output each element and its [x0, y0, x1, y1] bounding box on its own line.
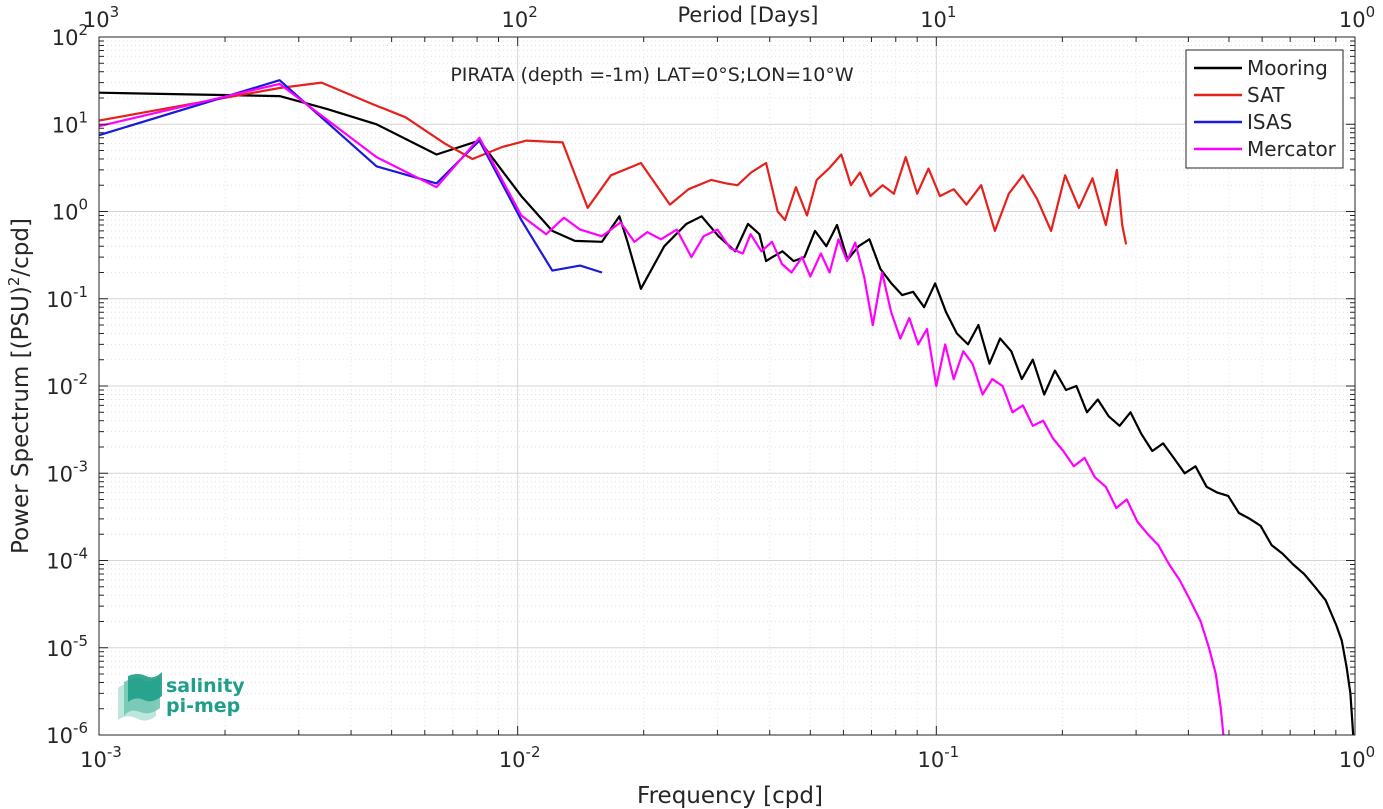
top-axis-label: Period [Days] — [678, 3, 819, 27]
top-tick-label: 101 — [920, 3, 956, 32]
top-tick-label-base: 10 — [83, 8, 110, 32]
logo-text-salinity: salinity — [166, 675, 245, 697]
top-tick-label-base: 10 — [1339, 8, 1366, 32]
x-tick-label-base: 10 — [1339, 748, 1366, 772]
legend-label-isas: ISAS — [1247, 110, 1292, 134]
x-tick-label-base: 10 — [917, 748, 944, 772]
legend-label-mercator: Mercator — [1247, 137, 1337, 161]
top-tick-label-base: 10 — [920, 8, 947, 32]
y-axis-label-sup: 2 — [5, 277, 23, 287]
y-tick-label-base: 10 — [46, 375, 73, 399]
x-axis-label: Frequency [cpd] — [637, 783, 823, 809]
x-tick-label: 10-2 — [499, 743, 541, 772]
top-tick-label-exp: 1 — [947, 3, 957, 21]
y-tick-label-base: 10 — [46, 462, 73, 486]
top-tick-label-exp: 0 — [1366, 3, 1376, 21]
x-tick-label-exp: -3 — [107, 743, 122, 761]
top-tick-labels: 103 102 101 100 — [83, 3, 1375, 32]
y-tick-label: 101 — [52, 108, 88, 137]
y-tick-label-exp: -5 — [73, 632, 88, 650]
y-axis-label-tail: /cpd] — [8, 218, 34, 277]
x-tick-label-exp: -2 — [526, 743, 541, 761]
y-tick-label-base: 10 — [52, 201, 79, 225]
top-tick-label: 102 — [502, 3, 538, 32]
y-tick-label: 100 — [52, 196, 88, 225]
y-tick-label-base: 10 — [52, 26, 79, 50]
x-tick-label: 10-3 — [80, 743, 122, 772]
legend-items: Mooring SAT ISAS Mercator — [1194, 56, 1337, 161]
legend: Mooring SAT ISAS Mercator — [1185, 49, 1344, 169]
y-tick-label-exp: -3 — [73, 457, 88, 475]
logo-text-pi-mep: pi-mep — [166, 695, 240, 717]
series-line-mooring — [98, 91, 1355, 736]
top-tick-label-base: 10 — [502, 8, 529, 32]
y-tick-label-exp: -1 — [73, 283, 88, 301]
y-tick-label: 10-1 — [46, 283, 88, 312]
y-tick-label: 10-5 — [46, 632, 88, 661]
y-tick-label-exp: 1 — [78, 108, 88, 126]
chart-title: PIRATA (depth =-1m) LAT=0°S;LON=10°W — [450, 64, 854, 86]
series-layer — [98, 79, 1355, 736]
top-tick-label-exp: 2 — [528, 3, 538, 21]
logo-wave-icon — [118, 672, 162, 721]
y-tick-label-base: 10 — [52, 113, 79, 137]
legend-label-sat: SAT — [1247, 83, 1285, 107]
salinity-pi-mep-logo: salinity pi-mep — [118, 672, 245, 721]
y-tick-label-exp: -2 — [73, 370, 88, 388]
y-tick-label: 10-6 — [46, 719, 88, 748]
y-axis-label-main: Power Spectrum [(PSU) — [8, 286, 34, 554]
y-tick-label: 10-4 — [46, 545, 88, 574]
y-tick-label-exp: 2 — [78, 21, 88, 39]
series-line-sat — [98, 81, 1128, 245]
top-tick-label: 100 — [1339, 3, 1375, 32]
top-tick-label: 103 — [83, 3, 119, 32]
x-tick-label-exp: -1 — [944, 743, 959, 761]
y-tick-label-exp: -6 — [73, 719, 88, 737]
x-tick-label-exp: 0 — [1366, 743, 1376, 761]
x-tick-label-base: 10 — [80, 748, 107, 772]
x-tick-label: 10-1 — [917, 743, 959, 772]
legend-label-mooring: Mooring — [1247, 56, 1328, 80]
x-tick-label: 100 — [1339, 743, 1375, 772]
y-tick-label-base: 10 — [46, 637, 73, 661]
y-axis-label: Power Spectrum [(PSU)2/cpd] — [5, 218, 34, 554]
y-tick-label: 10-2 — [46, 370, 88, 399]
series-line-mercator — [98, 82, 1225, 736]
tick-marks — [98, 37, 1355, 736]
y-tick-label-base: 10 — [46, 550, 73, 574]
y-tick-label: 102 — [52, 21, 88, 50]
y-tick-label-exp: -4 — [73, 545, 88, 563]
y-tick-label-base: 10 — [46, 288, 73, 312]
y-tick-label: 10-3 — [46, 457, 88, 486]
x-tick-labels: 10-3 10-2 10-1 100 — [80, 743, 1375, 772]
y-tick-label-exp: 0 — [78, 196, 88, 214]
top-tick-label-exp: 3 — [110, 3, 120, 21]
grid-lines — [98, 37, 1355, 736]
x-tick-label-base: 10 — [499, 748, 526, 772]
y-tick-label-base: 10 — [46, 724, 73, 748]
